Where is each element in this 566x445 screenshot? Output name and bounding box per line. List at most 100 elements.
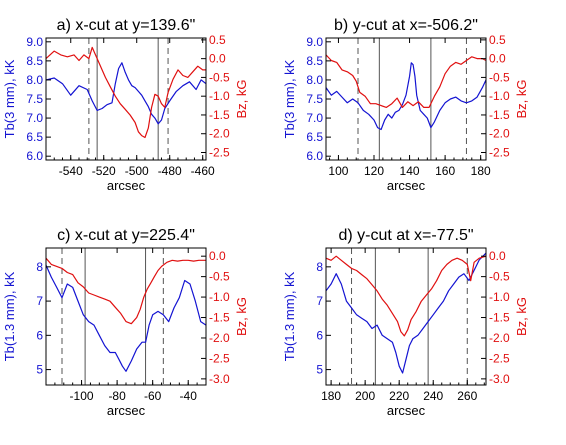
- x-tick-label: -80: [108, 389, 126, 403]
- y-left-tick-label: 6: [316, 328, 323, 342]
- y-right-tick-label: -2.5: [209, 145, 230, 159]
- x-tick-label: -60: [144, 389, 162, 403]
- x-axis-label: arcsec: [107, 403, 146, 418]
- y-right-tick-label: -1.5: [209, 311, 230, 325]
- y-right-tick-label: -3.0: [489, 372, 510, 386]
- y-right-tick-label: -1.0: [489, 89, 510, 103]
- y-right-tick-label: -2.0: [209, 127, 230, 141]
- y-left-tick-label: 6.5: [26, 130, 43, 144]
- x-tick-label: 140: [400, 164, 420, 178]
- y-right-tick-label: -2.0: [209, 331, 230, 345]
- bz-series-line: [45, 257, 206, 325]
- y-left-tick-label: 7.0: [306, 111, 323, 125]
- y-right-tick-label: -1.5: [489, 108, 510, 122]
- y-left-axis-label: Tb(1.3 mm), kK: [282, 271, 297, 361]
- y-left-tick-label: 7.5: [306, 92, 323, 106]
- y-left-axis-label: Tb(3 mm), kK: [2, 59, 17, 138]
- x-tick-label: -40: [180, 389, 198, 403]
- tb-series-line: [45, 264, 207, 372]
- x-tick-label: 160: [435, 164, 455, 178]
- y-left-tick-label: 6.0: [306, 149, 323, 163]
- panel-title: d) y-cut at x=-77.5": [338, 227, 473, 244]
- plot-frame: [325, 247, 487, 386]
- x-tick-label: 200: [355, 389, 375, 403]
- x-tick-label: -540: [59, 164, 83, 178]
- plot-frame: [45, 247, 207, 386]
- y-right-tick-label: -1.5: [209, 108, 230, 122]
- y-left-tick-label: 8.5: [306, 54, 323, 68]
- y-right-tick-label: -2.5: [209, 351, 230, 365]
- panel-1: -540 -520 -500 -480 -460 6.0 6.5 7.0 7.5 8.0 8.5 9.…: [2, 17, 249, 193]
- bz-series-line: [325, 54, 487, 109]
- y-right-tick-label: -2.0: [489, 331, 510, 345]
- y-left-tick-label: 8.5: [26, 54, 43, 68]
- y-left-tick-label: 6.0: [26, 149, 43, 163]
- y-right-tick-label: -0.5: [209, 270, 230, 284]
- x-axis-label: arcsec: [107, 178, 146, 193]
- bz-series-line: [45, 46, 206, 139]
- x-tick-label: -520: [92, 164, 116, 178]
- x-tick-label: 260: [457, 389, 477, 403]
- x-tick-label: -460: [191, 164, 215, 178]
- bz-series-line: [325, 255, 487, 337]
- y-right-tick-label: -0.5: [489, 270, 510, 284]
- y-right-tick-label: -1.5: [489, 311, 510, 325]
- y-left-tick-label: 7.5: [26, 92, 43, 106]
- y-right-tick-label: -0.5: [209, 70, 230, 84]
- y-right-tick-label: 0.0: [489, 52, 506, 66]
- tb-series-line: [325, 252, 487, 374]
- x-tick-label: 120: [364, 164, 384, 178]
- y-right-axis-label: Bz, kG: [514, 79, 529, 118]
- x-tick-label: 100: [328, 164, 348, 178]
- y-right-tick-label: -0.5: [489, 70, 510, 84]
- tb-series-line: [325, 62, 487, 131]
- panel-title: a) x-cut at y=139.6": [57, 17, 196, 34]
- y-left-tick-label: 5: [316, 363, 323, 377]
- y-left-tick-label: 8.0: [306, 73, 323, 87]
- x-tick-label: -480: [158, 164, 182, 178]
- y-right-tick-label: 0.0: [209, 52, 226, 66]
- y-right-tick-label: 0.5: [489, 33, 506, 47]
- y-right-tick-label: 0.0: [209, 249, 226, 263]
- y-right-axis-label: Bz, kG: [514, 297, 529, 336]
- y-left-axis-label: Tb(3 mm), kK: [282, 59, 297, 138]
- x-tick-label: 180: [471, 164, 491, 178]
- y-right-axis-label: Bz, kG: [234, 297, 249, 336]
- x-axis-label: arcsec: [387, 403, 426, 418]
- y-right-tick-label: -1.0: [209, 89, 230, 103]
- y-left-axis-label: Tb(1.3 mm), kK: [2, 271, 17, 361]
- y-right-tick-label: 0.0: [489, 249, 506, 263]
- panel-4: 180 200 220 240 260 5 6 7 8 0.0 -0.5 -1.0 -1.5 -2.0 -2…: [282, 227, 529, 418]
- y-right-tick-label: -1.0: [209, 290, 230, 304]
- y-right-tick-label: -1.0: [489, 290, 510, 304]
- tb-series-line: [45, 62, 207, 125]
- x-tick-label: -500: [125, 164, 149, 178]
- panel-3: -100 -80 -60 -40 5 6 7 8 0.0 -0.5 -1.0 -1.5 -2.0 -2.5…: [2, 227, 249, 418]
- y-left-tick-label: 8.0: [26, 73, 43, 87]
- y-right-tick-label: -3.0: [209, 372, 230, 386]
- y-left-tick-label: 7: [36, 294, 43, 308]
- y-left-tick-label: 8: [36, 260, 43, 274]
- panel-2: 100 120 140 160 180 6.0 6.5 7.0 7.5 8.0 8.5 9.0 0.5 0…: [282, 17, 529, 193]
- y-right-axis-label: Bz, kG: [234, 79, 249, 118]
- plot-frame: [325, 37, 487, 161]
- y-left-tick-label: 7: [316, 294, 323, 308]
- x-tick-label: 180: [321, 389, 341, 403]
- x-axis-label: arcsec: [387, 178, 426, 193]
- y-left-tick-label: 6: [36, 328, 43, 342]
- y-left-tick-label: 5: [36, 363, 43, 377]
- y-left-tick-label: 8: [316, 260, 323, 274]
- y-left-tick-label: 6.5: [306, 130, 323, 144]
- y-right-tick-label: -2.5: [489, 145, 510, 159]
- y-left-tick-label: 9.0: [26, 35, 43, 49]
- y-right-tick-label: 0.5: [209, 33, 226, 47]
- y-right-tick-label: -2.5: [489, 351, 510, 365]
- x-tick-label: 240: [423, 389, 443, 403]
- x-tick-label: -100: [70, 389, 94, 403]
- y-right-tick-label: -2.0: [489, 127, 510, 141]
- panel-title: b) y-cut at x=-506.2": [334, 17, 478, 34]
- x-tick-label: 220: [389, 389, 409, 403]
- y-left-tick-label: 9.0: [306, 35, 323, 49]
- y-left-tick-label: 7.0: [26, 111, 43, 125]
